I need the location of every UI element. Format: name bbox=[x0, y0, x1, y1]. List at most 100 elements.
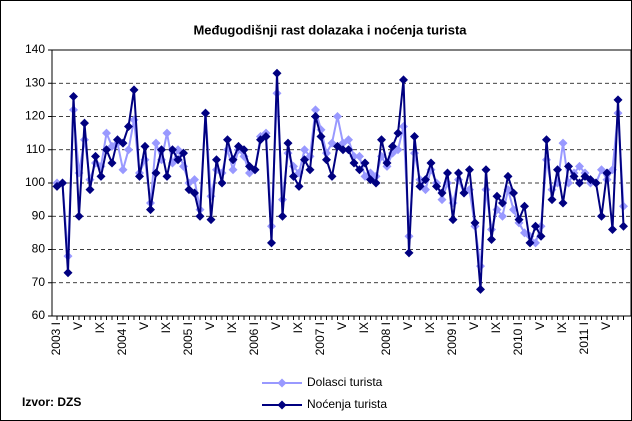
marker bbox=[168, 145, 177, 155]
marker bbox=[80, 118, 89, 128]
marker bbox=[608, 225, 617, 235]
marker bbox=[63, 268, 73, 278]
marker bbox=[575, 161, 584, 171]
marker bbox=[283, 138, 293, 148]
marker bbox=[124, 121, 133, 131]
marker bbox=[311, 112, 320, 121]
marker bbox=[432, 181, 441, 191]
marker bbox=[536, 231, 546, 241]
marker bbox=[267, 238, 276, 248]
marker bbox=[426, 158, 436, 168]
marker bbox=[261, 131, 271, 141]
marker bbox=[91, 151, 100, 161]
plot-frame bbox=[51, 49, 632, 317]
legend-label: Dolasci turista bbox=[307, 375, 383, 389]
x-tick-label: IX bbox=[225, 322, 239, 333]
y-tick-label: 100 bbox=[25, 175, 45, 189]
marker bbox=[212, 155, 221, 165]
y-tick-label: 110 bbox=[26, 142, 45, 156]
marker bbox=[487, 235, 496, 245]
marker bbox=[525, 238, 535, 248]
marker bbox=[591, 178, 601, 188]
marker bbox=[162, 128, 172, 138]
marker bbox=[129, 85, 139, 95]
marker bbox=[377, 135, 386, 145]
x-tick-label: IX bbox=[489, 322, 503, 333]
marker bbox=[355, 151, 364, 161]
x-tick-label: V bbox=[203, 322, 217, 330]
x-tick-label: 2011 I bbox=[577, 322, 591, 354]
marker bbox=[470, 218, 480, 228]
x-tick-label: IX bbox=[357, 322, 371, 333]
marker bbox=[151, 168, 161, 178]
marker bbox=[531, 221, 540, 231]
y-tick-label: 90 bbox=[32, 208, 46, 222]
y-tick-label: 60 bbox=[32, 308, 46, 322]
marker bbox=[553, 165, 562, 175]
x-tick-label: 2010 I bbox=[511, 322, 525, 355]
marker bbox=[322, 155, 331, 165]
marker bbox=[333, 112, 342, 121]
marker bbox=[250, 165, 260, 175]
marker bbox=[476, 284, 485, 294]
marker bbox=[190, 175, 199, 185]
marker bbox=[228, 155, 238, 165]
marker bbox=[300, 155, 309, 165]
x-tick-label: 2008 I bbox=[379, 322, 393, 355]
marker bbox=[564, 161, 573, 171]
marker bbox=[393, 128, 403, 138]
x-tick-label: IX bbox=[93, 322, 107, 333]
marker bbox=[399, 75, 408, 85]
x-tick-label: IX bbox=[423, 322, 437, 333]
marker bbox=[448, 215, 458, 225]
marker bbox=[69, 92, 78, 102]
marker bbox=[465, 165, 474, 175]
x-tick-label: 2004 I bbox=[115, 322, 129, 355]
marker bbox=[355, 165, 364, 175]
marker bbox=[107, 158, 117, 168]
marker bbox=[514, 215, 524, 225]
x-tick-label: IX bbox=[291, 322, 305, 333]
marker bbox=[272, 68, 282, 78]
marker bbox=[201, 108, 210, 118]
marker bbox=[294, 181, 304, 191]
y-tick-label: 80 bbox=[32, 242, 46, 256]
marker bbox=[575, 178, 584, 188]
marker bbox=[102, 145, 111, 155]
marker bbox=[492, 191, 502, 201]
marker bbox=[118, 165, 128, 175]
marker bbox=[404, 248, 414, 258]
marker bbox=[96, 171, 106, 181]
marker bbox=[151, 138, 161, 148]
source: Izvor: DZS bbox=[22, 395, 81, 409]
marker bbox=[162, 171, 172, 181]
marker bbox=[206, 215, 216, 225]
marker bbox=[503, 171, 513, 181]
marker bbox=[85, 185, 95, 195]
x-tick-label: V bbox=[599, 322, 613, 330]
marker bbox=[498, 211, 507, 221]
marker bbox=[228, 165, 238, 175]
marker bbox=[520, 201, 529, 211]
marker bbox=[382, 158, 392, 168]
marker bbox=[338, 145, 348, 155]
marker bbox=[547, 195, 557, 205]
marker bbox=[410, 131, 419, 141]
marker bbox=[327, 171, 337, 181]
marker bbox=[146, 205, 155, 215]
marker bbox=[613, 95, 623, 105]
y-tick-label: 70 bbox=[32, 275, 46, 289]
marker bbox=[195, 211, 205, 221]
marker bbox=[102, 128, 111, 138]
marker bbox=[289, 171, 298, 181]
y-tick-label: 140 bbox=[25, 42, 45, 56]
y-tick-label: 130 bbox=[25, 75, 45, 89]
marker bbox=[135, 171, 144, 181]
marker bbox=[360, 158, 370, 168]
marker bbox=[305, 165, 315, 175]
marker bbox=[140, 141, 150, 151]
marker bbox=[223, 135, 232, 145]
marker bbox=[542, 135, 551, 145]
legend-label: Noćenja turista bbox=[307, 397, 387, 411]
